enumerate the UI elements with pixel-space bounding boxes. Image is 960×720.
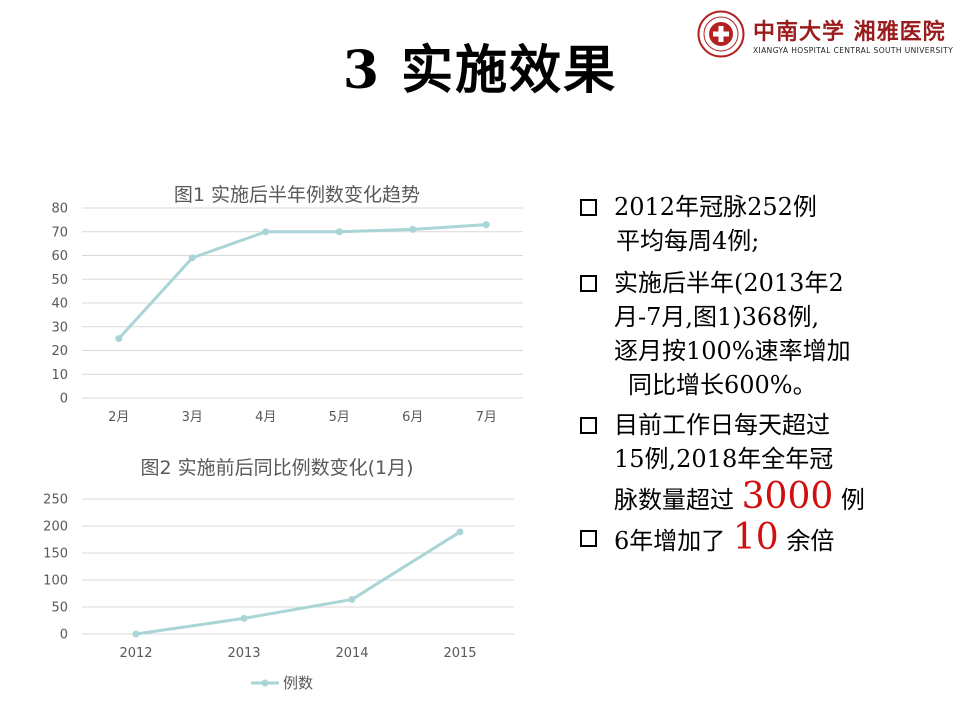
bullet-2-line-2: 月-7月,图1)368例, (614, 303, 820, 331)
chart1-y-tick-label: 10 (51, 368, 68, 383)
chart2-x-tick-label: 2015 (443, 646, 476, 661)
bullet-1-line-1: 2012年冠脉252例 (614, 193, 817, 221)
bullet-2-line-1: 实施后半年(2013年2 (614, 269, 844, 297)
chart1-y-tick-label: 60 (51, 249, 68, 264)
chart2-data-point (456, 528, 464, 536)
bullet-3-line-3: 脉数量超过 3000 例 (614, 479, 958, 517)
chart2-y-tick-label: 250 (43, 493, 68, 508)
chart1-y-tick-label: 50 (51, 273, 68, 288)
chart2-title: 图2 实施前后同比例数变化(1月) (140, 457, 413, 479)
chart1-data-point (335, 228, 343, 236)
highlight-number-3000: 3000 (741, 476, 834, 517)
bullet-4-suffix: 余倍 (778, 527, 835, 555)
chart1-y-tick-label: 40 (51, 297, 68, 312)
bullet-item-2: 实施后半年(2013年2 月-7月,图1)368例, 逐月按100%速率增加 同… (578, 266, 958, 402)
chart2-x-tick-label: 2012 (119, 646, 152, 661)
chart1-y-tick-label: 20 (51, 344, 68, 359)
bullet-list: 2012年冠脉252例 平均每周4例; 实施后半年(2013年2 月-7月,图1… (578, 190, 958, 558)
bullet-item-4: 6年增加了 10 余倍 (578, 520, 958, 558)
hospital-seal-icon (697, 10, 745, 58)
chart2-y-tick-label: 50 (51, 601, 68, 616)
logo-chinese-name: 中南大学 湘雅医院 (753, 19, 946, 45)
legend-point-marker (261, 679, 269, 687)
legend-series-label: 例数 (283, 674, 313, 692)
chart1-data-point (188, 254, 196, 262)
chart1-data-point (409, 225, 417, 233)
slide-title: 3 实施效果 (342, 40, 618, 101)
bullet-item-3: 目前工作日每天超过 15例,2018年全年冠 脉数量超过 3000 例 (578, 408, 958, 517)
chart1-y-tick-label: 70 (51, 225, 68, 240)
bullet-3-suffix: 例 (833, 486, 865, 514)
chart2-x-tick-label: 2013 (227, 646, 260, 661)
chart1-x-tick-label: 7月 (476, 410, 497, 425)
chart1-series-line (117, 223, 487, 340)
highlight-number-10: 10 (732, 517, 779, 558)
chart1-x-tick-label: 4月 (255, 410, 276, 425)
chart2-x-tick-label: 2014 (335, 646, 368, 661)
chart2-data-point (132, 630, 140, 638)
bullet-3-line-2: 15例,2018年全年冠 (614, 445, 834, 473)
chart2-series-line (135, 530, 461, 636)
chart1-data-point (262, 228, 270, 236)
bullet-3-line-1: 目前工作日每天超过 (614, 411, 830, 439)
chart1-x-tick-label: 6月 (402, 410, 423, 425)
chart2-data-point (240, 614, 248, 622)
chart2-y-tick-label: 0 (60, 628, 68, 643)
hospital-logo: 中南大学 湘雅医院 XIANGYA HOSPITAL CENTRAL SOUTH… (697, 10, 953, 62)
bullet-2-line-3: 逐月按100%速率增加 (614, 337, 851, 365)
chart1-x-tick-label: 5月 (329, 410, 350, 425)
chart1-title: 图1 实施后半年例数变化趋势 (174, 184, 420, 206)
chart1-x-tick-label: 2月 (108, 410, 129, 425)
bullet-1-line-2: 平均每周4例; (616, 227, 760, 255)
logo-english-name: XIANGYA HOSPITAL CENTRAL SOUTH UNIVERSIT… (753, 46, 954, 55)
square-bullet-icon (580, 530, 597, 547)
square-bullet-icon (580, 199, 597, 216)
chart2-y-tick-label: 200 (43, 520, 68, 535)
chart1-y-tick-label: 30 (51, 320, 68, 335)
chart1-y-tick-label: 0 (60, 392, 68, 407)
chart1-data-point (115, 335, 123, 343)
chart1-y-tick-label: 80 (51, 202, 68, 217)
chart1-x-tick-label: 3月 (182, 410, 203, 425)
charts-area: 图1 实施后半年例数变化趋势 0 10 20 30 40 50 60 70 80 2月 3月 4月 5月… (43, 184, 523, 692)
bullet-2-line-4: 同比增长600%。 (628, 371, 817, 399)
bullet-item-1: 2012年冠脉252例 平均每周4例; (578, 190, 958, 258)
bullet-4-text: 6年增加了 (614, 527, 733, 555)
chart2-y-tick-label: 100 (43, 574, 68, 589)
bullet-3-text: 脉数量超过 (614, 486, 742, 514)
chart1-data-point (482, 221, 490, 229)
chart2-data-point (348, 595, 356, 603)
square-bullet-icon (580, 275, 597, 292)
chart2-y-tick-label: 150 (43, 547, 68, 562)
square-bullet-icon (580, 417, 597, 434)
